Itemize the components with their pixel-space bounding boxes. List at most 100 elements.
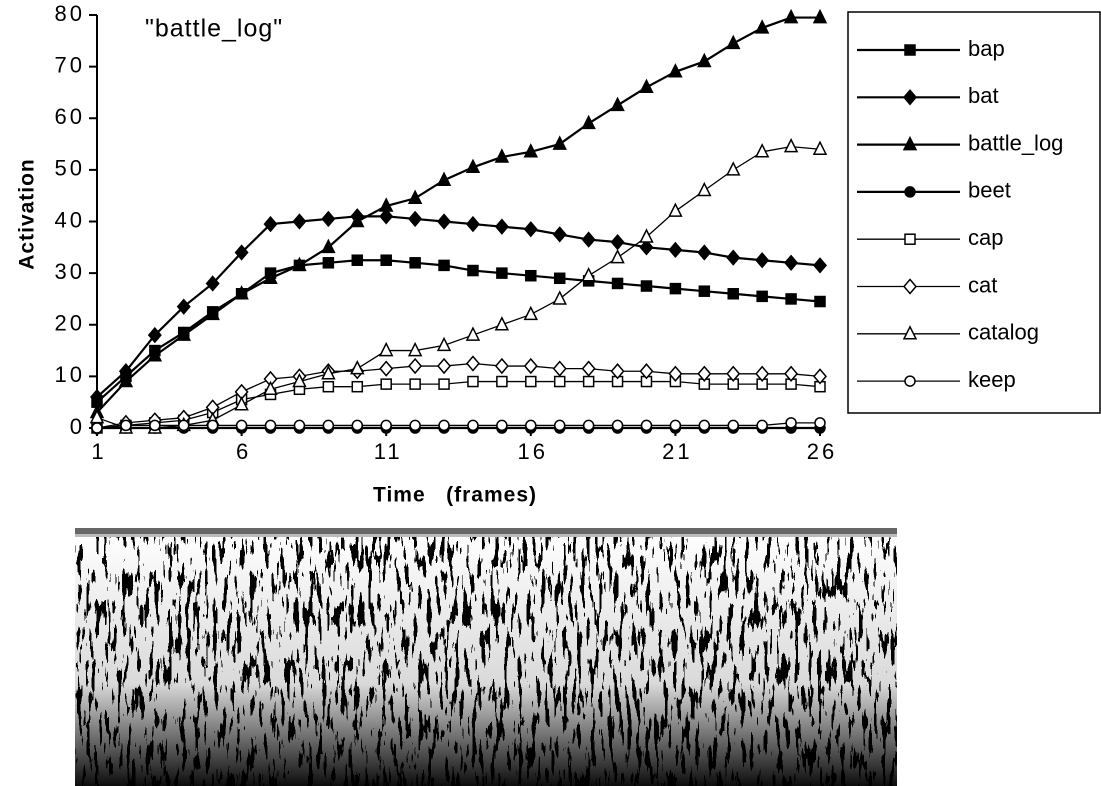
data-point — [494, 218, 509, 235]
series-line — [96, 215, 821, 398]
data-point — [465, 355, 480, 372]
data-point — [292, 372, 307, 388]
data-point — [582, 419, 595, 432]
data-point — [610, 96, 625, 112]
data-point — [465, 158, 481, 174]
data-point — [523, 305, 539, 321]
data-point — [407, 189, 423, 205]
legend-label: keep — [968, 367, 1016, 392]
x-tick-label: 26 — [807, 439, 837, 464]
y-tick-label: 50 — [55, 156, 85, 181]
data-point — [234, 244, 249, 261]
data-point — [814, 295, 826, 308]
data-point — [639, 363, 654, 380]
data-point — [552, 135, 567, 150]
data-point — [496, 267, 508, 279]
x-tick-label: 11 — [374, 439, 403, 464]
legend-marker — [902, 135, 918, 151]
data-point — [407, 341, 423, 357]
data-point — [437, 213, 452, 230]
y-tick-label: 10 — [55, 362, 85, 387]
legend-label: cap — [968, 225, 1003, 250]
data-point — [378, 341, 394, 357]
data-point — [581, 231, 596, 248]
series-line — [96, 145, 821, 429]
series — [90, 208, 827, 406]
data-point — [380, 378, 392, 390]
data-point — [380, 419, 392, 432]
data-point — [147, 347, 163, 362]
data-point — [611, 277, 624, 290]
legend-marker — [904, 44, 916, 56]
data-point — [813, 368, 827, 385]
data-point — [321, 210, 336, 228]
data-point — [784, 365, 799, 382]
data-point — [523, 143, 539, 158]
x-axis-label: Time (frames) — [373, 484, 537, 507]
data-point — [698, 285, 711, 297]
data-point — [494, 357, 509, 375]
data-point — [610, 233, 625, 251]
series — [91, 422, 826, 434]
data-point — [494, 316, 510, 331]
data-point — [552, 360, 567, 377]
legend-marker — [902, 325, 918, 340]
y-tick-label: 40 — [55, 207, 85, 232]
data-point — [814, 417, 826, 429]
series-line — [96, 259, 821, 404]
data-point — [726, 161, 741, 176]
data-point — [292, 213, 307, 230]
data-point — [467, 375, 479, 388]
data-point — [754, 19, 770, 34]
data-point — [639, 239, 654, 256]
data-point — [697, 244, 712, 261]
x-tick-label: 6 — [236, 439, 251, 464]
data-point — [350, 359, 365, 375]
y-tick-label: 70 — [55, 52, 85, 77]
data-point — [582, 375, 595, 388]
data-point — [668, 202, 683, 217]
data-point — [264, 419, 277, 432]
legend-marker — [903, 89, 917, 106]
data-point — [322, 419, 335, 432]
data-point — [147, 326, 162, 344]
data-point — [351, 419, 364, 432]
data-point — [465, 215, 480, 233]
data-point — [727, 419, 739, 432]
data-point — [552, 226, 567, 243]
series — [91, 254, 826, 408]
series — [89, 137, 828, 434]
data-point — [812, 8, 828, 24]
legend-label: bap — [968, 36, 1005, 61]
data-point — [467, 264, 479, 277]
data-point — [756, 419, 768, 432]
data-point — [118, 372, 134, 388]
data-point — [496, 419, 508, 432]
data-point — [697, 181, 712, 197]
data-point — [293, 419, 306, 432]
series — [90, 355, 827, 437]
data-point — [438, 259, 450, 272]
legend-label: catalog — [968, 320, 1039, 345]
data-point — [581, 267, 596, 282]
data-point — [640, 419, 653, 432]
legend-label: beet — [968, 178, 1011, 203]
legend-marker — [904, 375, 916, 387]
data-point — [263, 380, 278, 396]
data-point — [755, 252, 770, 269]
data-point — [235, 419, 248, 432]
data-point — [552, 290, 567, 305]
data-point — [698, 419, 711, 432]
data-point — [467, 419, 479, 432]
data-point — [465, 326, 481, 341]
data-point — [205, 275, 220, 292]
data-point — [783, 137, 799, 153]
data-point — [176, 326, 191, 341]
data-point — [581, 114, 596, 130]
data-point — [120, 419, 132, 432]
data-point — [234, 396, 249, 411]
legend-label: bat — [968, 83, 999, 108]
data-point — [351, 254, 364, 266]
data-point — [755, 365, 770, 382]
